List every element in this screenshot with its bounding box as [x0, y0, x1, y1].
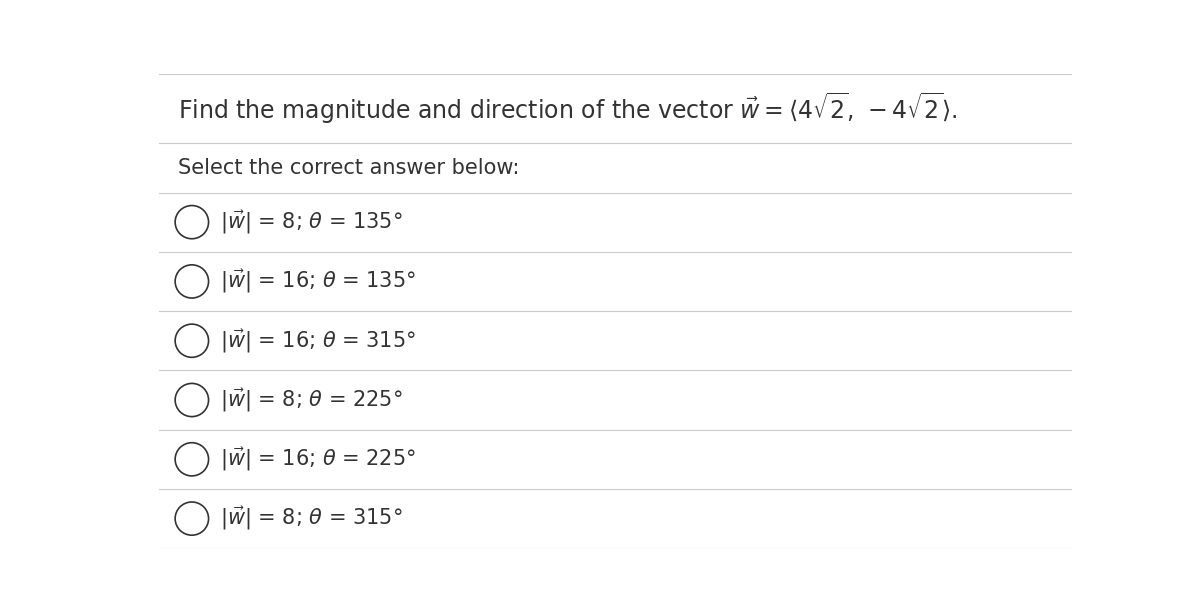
Text: $|\vec{w}|$ = 8; $\theta$ = 315°: $|\vec{w}|$ = 8; $\theta$ = 315° — [220, 505, 402, 532]
Text: $|\vec{w}|$ = 16; $\theta$ = 225°: $|\vec{w}|$ = 16; $\theta$ = 225° — [220, 445, 415, 473]
Text: Find the magnitude and direction of the vector $\vec{w} = \langle 4\sqrt{2},\,-4: Find the magnitude and direction of the … — [178, 91, 958, 126]
Text: $|\vec{w}|$ = 16; $\theta$ = 315°: $|\vec{w}|$ = 16; $\theta$ = 315° — [220, 327, 415, 355]
Text: $|\vec{w}|$ = 8; $\theta$ = 225°: $|\vec{w}|$ = 8; $\theta$ = 225° — [220, 386, 402, 414]
Text: $|\vec{w}|$ = 16; $\theta$ = 135°: $|\vec{w}|$ = 16; $\theta$ = 135° — [220, 267, 415, 295]
Text: $|\vec{w}|$ = 8; $\theta$ = 135°: $|\vec{w}|$ = 8; $\theta$ = 135° — [220, 208, 402, 236]
Text: Select the correct answer below:: Select the correct answer below: — [178, 158, 520, 177]
